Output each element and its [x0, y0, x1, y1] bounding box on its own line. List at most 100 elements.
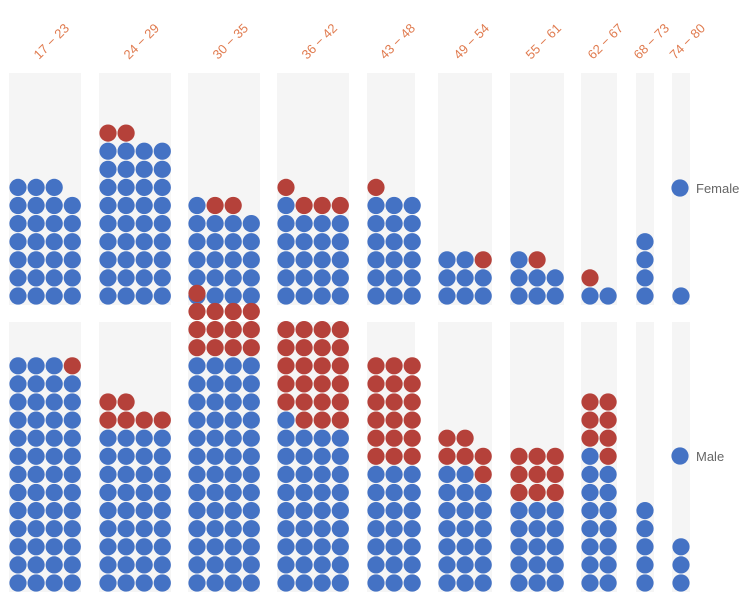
dot-red [295, 393, 313, 411]
dot-blue [313, 429, 331, 447]
dot-blue [135, 447, 153, 465]
dot-red [135, 411, 153, 429]
dot-blue [99, 215, 117, 233]
dot-red [153, 411, 171, 429]
dot-blue [135, 556, 153, 574]
dot-blue [9, 556, 27, 574]
dot-blue [242, 429, 260, 447]
dot-blue [99, 196, 117, 215]
dot-blue [117, 429, 135, 447]
dot-red [331, 375, 349, 393]
dot-blue [510, 502, 528, 520]
dot-red [385, 429, 403, 447]
dot-red [331, 196, 349, 215]
dot-red [295, 411, 313, 429]
dot-blue [331, 465, 349, 483]
dot-blue [331, 556, 349, 574]
dot-red [546, 483, 564, 502]
dot-red [117, 124, 135, 142]
dot-red [63, 357, 81, 375]
dot-blue [99, 556, 117, 574]
dot-blue [242, 465, 260, 483]
dot-blue [9, 215, 27, 233]
dot-blue [581, 483, 599, 502]
dot-blue [528, 502, 546, 520]
dot-red [295, 196, 313, 215]
dot-blue [403, 251, 421, 269]
dot-blue [224, 251, 242, 269]
dot-blue [206, 429, 224, 447]
dot-blue [313, 538, 331, 556]
dot-blue [403, 574, 421, 592]
dot-blue [188, 538, 206, 556]
dot-blue [27, 251, 45, 269]
dot-blue [188, 393, 206, 411]
dot-red [474, 447, 492, 465]
age-group-label: 36 − 42 [299, 21, 341, 63]
dot-red [188, 339, 206, 357]
dot-blue [295, 502, 313, 520]
dot-blue [9, 375, 27, 393]
dot-blue [277, 465, 295, 483]
dot-blue [188, 215, 206, 233]
dot-blue [117, 269, 135, 287]
dot-blue [456, 556, 474, 574]
dot-red [277, 178, 295, 196]
dot-blue [403, 215, 421, 233]
dot-blue [117, 483, 135, 502]
dot-red [474, 465, 492, 483]
dot-blue [27, 520, 45, 538]
dot-blue [546, 574, 564, 592]
dot-blue [63, 215, 81, 233]
dot-blue [385, 520, 403, 538]
dot-blue [546, 538, 564, 556]
row-male [9, 284, 690, 592]
dot-blue [45, 196, 63, 215]
age-group-label: 30 − 35 [210, 21, 252, 63]
dot-blue [295, 538, 313, 556]
dot-blue [295, 233, 313, 251]
dot-blue [295, 215, 313, 233]
dot-blue [331, 483, 349, 502]
dot-blue [242, 538, 260, 556]
dot-blue [438, 520, 456, 538]
dot-blue [206, 538, 224, 556]
dot-blue [224, 287, 242, 305]
dot-blue [188, 483, 206, 502]
dot-blue [636, 538, 654, 556]
dot-blue [367, 233, 385, 251]
dot-blue [135, 142, 153, 160]
dot-red [599, 429, 617, 447]
dot-red [599, 447, 617, 465]
dot-blue [474, 483, 492, 502]
dot-blue [153, 520, 171, 538]
dot-red [117, 393, 135, 411]
dot-red [295, 375, 313, 393]
dot-red [599, 393, 617, 411]
dot-blue [367, 287, 385, 305]
dot-red [581, 393, 599, 411]
dot-red [313, 321, 331, 339]
dot-blue [456, 287, 474, 305]
dot-red [331, 357, 349, 375]
dot-blue [242, 574, 260, 592]
dot-red [331, 411, 349, 429]
dot-blue [9, 520, 27, 538]
dot-blue [546, 502, 564, 520]
dot-blue [295, 447, 313, 465]
dot-blue [45, 233, 63, 251]
dot-blue [403, 233, 421, 251]
dot-blue [277, 233, 295, 251]
dot-blue [27, 447, 45, 465]
dot-blue [135, 160, 153, 178]
dot-blue [63, 483, 81, 502]
dot-blue [599, 574, 617, 592]
dot-blue [27, 502, 45, 520]
dot-blue [385, 269, 403, 287]
dot-blue [153, 538, 171, 556]
dot-blue [367, 556, 385, 574]
dot-blue [313, 574, 331, 592]
dot-blue [313, 520, 331, 538]
dot-blue [99, 142, 117, 160]
age-group-label: 17 − 23 [31, 21, 73, 63]
